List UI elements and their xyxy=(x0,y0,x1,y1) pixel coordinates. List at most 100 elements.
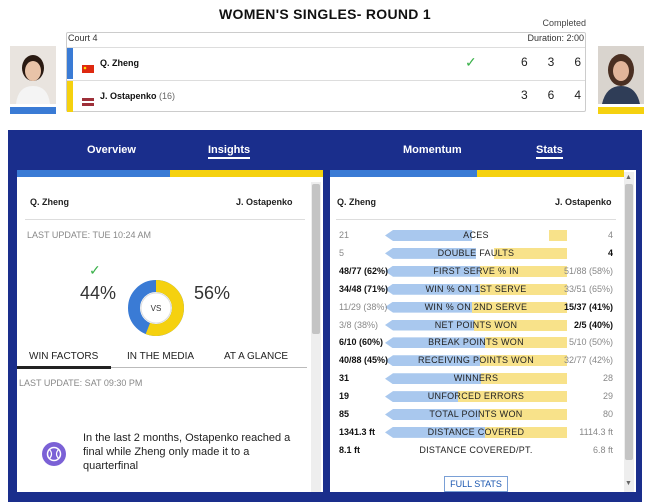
set-score: 4 xyxy=(574,88,581,102)
insights-color-stripe xyxy=(17,170,323,177)
stat-row: 31 WINNERS 28 xyxy=(339,370,613,386)
stat-player2-value: 51/88 (58%) xyxy=(563,265,613,276)
stat-player2-value: 32/77 (42%) xyxy=(563,355,613,366)
divider xyxy=(336,219,616,220)
player1-score-row[interactable]: Q. Zheng ✓ 6 3 6 xyxy=(67,47,585,79)
player1-sets: 6 3 6 xyxy=(521,55,581,69)
set-score: 6 xyxy=(521,55,528,69)
stat-bar-player2 xyxy=(458,391,567,403)
stats-player1-name: Q. Zheng xyxy=(337,197,376,207)
player1-name: Q. Zheng xyxy=(100,58,139,68)
player1-photo xyxy=(10,46,56,104)
stat-bar-player2 xyxy=(480,409,567,420)
set-score: 3 xyxy=(521,88,528,102)
player2-name: J. Ostapenko (16) xyxy=(100,91,175,101)
stat-bar-player2 xyxy=(481,373,567,385)
stat-bar-player2 xyxy=(474,319,567,331)
player2-name-text: J. Ostapenko xyxy=(100,91,157,101)
stat-bar-player2 xyxy=(485,337,567,349)
stat-row: 3/8 (38%) NET POINTS WON 2/5 (40%) xyxy=(339,317,613,333)
stat-player2-value: 2/5 (40%) xyxy=(573,319,613,330)
stat-row: 11/29 (38%) WIN % ON 2ND SERVE 15/37 (41%) xyxy=(339,299,613,315)
winner-check-icon: ✓ xyxy=(89,262,101,278)
vs-label: VS xyxy=(151,304,162,313)
stat-row: 1341.3 ft DISTANCE COVERED 1114.3 ft xyxy=(339,424,613,440)
stat-player1-value: 3/8 (38%) xyxy=(339,319,379,330)
divider xyxy=(25,219,305,220)
stat-row: 6/10 (60%) BREAK POINTS WON 5/10 (50%) xyxy=(339,334,613,350)
stat-player2-value: 5/10 (50%) xyxy=(568,337,613,348)
match-status: Completed xyxy=(542,18,586,28)
match-duration: Duration: 2:00 xyxy=(527,33,584,43)
stat-row: 48/77 (62%) FIRST SERVE % IN 51/88 (58%) xyxy=(339,263,613,279)
insights-last-update: LAST UPDATE: TUE 10:24 AM xyxy=(27,230,152,240)
stats-player2-name: J. Ostapenko xyxy=(555,197,612,207)
stat-bar-player2 xyxy=(472,301,567,313)
full-stats-button[interactable]: FULL STATS xyxy=(444,476,508,492)
active-subtab-underline xyxy=(17,366,111,369)
stat-player1-value: 8.1 ft xyxy=(339,444,361,455)
stat-player2-value: 28 xyxy=(602,373,613,384)
player1-win-probability: 44% xyxy=(80,283,117,303)
subtab-at-a-glance[interactable]: AT A GLANCE xyxy=(224,351,289,362)
stat-bar-player1 xyxy=(385,283,480,295)
stat-label: ACES xyxy=(463,230,489,240)
stat-bar-player1 xyxy=(385,247,476,259)
stat-row: 40/88 (45%) RECEIVING POINTS WON 32/77 (42… xyxy=(339,352,613,368)
stat-bar-player1 xyxy=(385,301,472,313)
stat-player1-value: 6/10 (60%) xyxy=(339,337,384,348)
set-score: 6 xyxy=(547,88,555,102)
insights-player1-name: Q. Zheng xyxy=(30,197,69,207)
tab-stats[interactable]: Stats xyxy=(536,144,563,159)
stat-row: 19 UNFORCED ERRORS 29 xyxy=(339,388,613,404)
stat-bar-player2 xyxy=(480,265,567,277)
player1-color-bar xyxy=(10,107,56,114)
scroll-up-icon[interactable]: ▲ xyxy=(625,174,632,181)
player2-color-bar xyxy=(598,107,644,114)
tab-insights[interactable]: Insights xyxy=(208,144,251,159)
stat-bar-player1 xyxy=(385,337,485,349)
insights-scrollbar-thumb[interactable] xyxy=(312,184,320,334)
stat-player1-value: 48/77 (62%) xyxy=(339,265,389,276)
stat-label: UNFORCED ERRORS xyxy=(427,391,525,402)
stat-player2-value: 6.8 ft xyxy=(592,444,613,455)
stat-player1-value: 34/48 (71%) xyxy=(339,283,389,294)
stat-label: NET POINTS WON xyxy=(434,319,518,330)
stat-bar-player1 xyxy=(385,409,480,420)
subtab-in-the-media[interactable]: IN THE MEDIA xyxy=(127,351,195,362)
stats-color-stripe xyxy=(330,170,624,177)
stat-row: 21 ACES 4 xyxy=(339,227,613,243)
insights-player2-name: J. Ostapenko xyxy=(236,197,293,207)
win-probability-donut: VS xyxy=(128,280,184,336)
stat-player2-value: 29 xyxy=(602,391,613,402)
china-flag-icon xyxy=(82,60,94,73)
tab-momentum[interactable]: Momentum xyxy=(403,144,462,156)
stat-bar-player1 xyxy=(385,373,481,385)
insight-last-update: LAST UPDATE: SAT 09:30 PM xyxy=(19,378,143,388)
stat-player2-value: 15/37 (41%) xyxy=(563,301,613,312)
insights-scrollbar[interactable] xyxy=(311,182,321,492)
tennis-ball-icon xyxy=(41,441,67,472)
stat-bar-player2 xyxy=(480,355,567,367)
stat-bar-player2 xyxy=(480,283,567,295)
stat-player2-value: 80 xyxy=(602,409,613,419)
tab-overview[interactable]: Overview xyxy=(87,144,136,156)
divider xyxy=(17,367,307,368)
stat-label: DISTANCE COVERED xyxy=(427,426,525,437)
player1-side-color xyxy=(67,48,73,79)
player2-score-row[interactable]: J. Ostapenko (16) 3 6 4 xyxy=(67,80,585,112)
stat-player1-value: 5 xyxy=(339,247,345,258)
stats-scrollbar-thumb[interactable] xyxy=(625,184,633,460)
scroll-down-icon[interactable]: ▼ xyxy=(625,480,632,487)
scoreboard xyxy=(66,32,586,112)
stat-row: 5 DOUBLE FAULTS 4 xyxy=(339,245,613,261)
player2-win-probability: 56% xyxy=(194,283,231,303)
stat-player2-value: 33/51 (65%) xyxy=(563,283,613,294)
stat-bar-player1 xyxy=(385,355,480,367)
court-label: Court 4 xyxy=(68,33,98,43)
stat-player1-value: 19 xyxy=(339,391,350,402)
subtab-win-factors[interactable]: WIN FACTORS xyxy=(29,351,99,362)
stat-label: WIN % ON 1ST SERVE xyxy=(425,283,527,294)
stat-player1-value: 40/88 (45%) xyxy=(339,355,389,366)
player2-side-color xyxy=(67,81,73,112)
